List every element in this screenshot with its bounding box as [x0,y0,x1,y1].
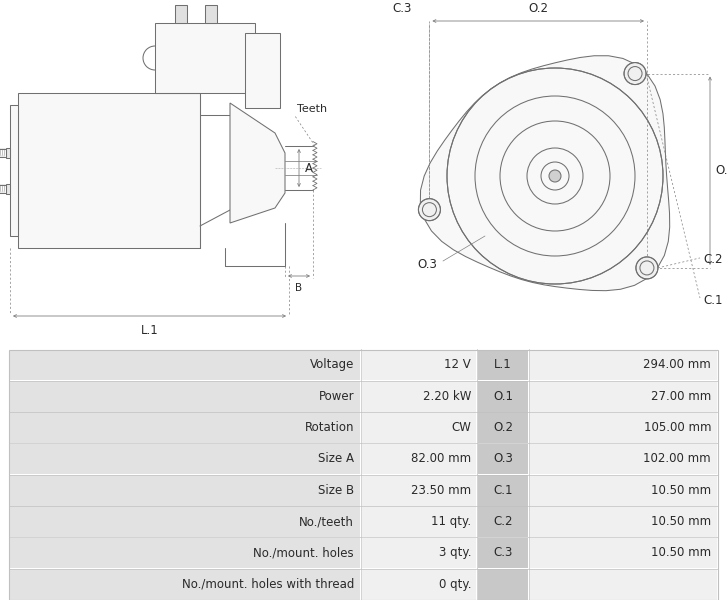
Text: 102.00 mm: 102.00 mm [643,452,711,466]
Polygon shape [245,33,280,108]
Bar [478,569,528,599]
Text: Power: Power [318,390,354,403]
Bar [363,506,476,537]
Bar [478,381,528,412]
Bar [363,381,476,412]
Bar [530,443,717,474]
Polygon shape [230,103,285,223]
Text: A: A [305,161,313,175]
Text: L.1: L.1 [140,324,158,337]
Polygon shape [6,184,10,193]
Text: No./mount. holes: No./mount. holes [254,547,354,559]
Text: 10.50 mm: 10.50 mm [651,515,711,528]
Circle shape [419,199,441,221]
Text: Voltage: Voltage [310,358,354,371]
Bar [530,538,717,568]
Polygon shape [18,93,200,248]
Text: C.1: C.1 [493,484,513,497]
Bar [530,475,717,506]
Bar [10,475,361,506]
Text: C.2: C.2 [703,253,723,266]
Text: 294.00 mm: 294.00 mm [643,358,711,371]
Bar [10,506,361,537]
Circle shape [624,62,646,85]
Text: O.1: O.1 [715,164,727,177]
Bar [478,350,528,380]
Text: C.3: C.3 [493,547,513,559]
Bar [10,538,361,568]
Text: O.3: O.3 [417,257,437,271]
Bar [530,350,717,380]
Circle shape [549,170,561,182]
Bar [363,569,476,599]
Bar [478,475,528,506]
Text: No./teeth: No./teeth [300,515,354,528]
Text: L.1: L.1 [494,358,512,371]
Text: 23.50 mm: 23.50 mm [411,484,471,497]
Circle shape [636,257,658,279]
Bar [363,538,476,568]
Bar [530,506,717,537]
Text: 105.00 mm: 105.00 mm [643,421,711,434]
Polygon shape [420,56,670,290]
Polygon shape [175,5,187,23]
Polygon shape [10,105,18,236]
Text: O.1: O.1 [493,390,513,403]
Text: 11 qty.: 11 qty. [431,515,471,528]
Polygon shape [155,23,255,93]
Text: C.3: C.3 [392,2,411,15]
Bar [530,381,717,412]
Text: 0 qty.: 0 qty. [438,578,471,591]
Bar [478,443,528,474]
Text: O.2: O.2 [493,421,513,434]
Bar [478,506,528,537]
Text: C.2: C.2 [493,515,513,528]
Circle shape [447,68,663,284]
Bar [10,412,361,443]
Bar [10,443,361,474]
Text: B: B [295,283,302,293]
Polygon shape [6,148,10,157]
Text: 3 qty.: 3 qty. [438,547,471,559]
Bar [478,538,528,568]
Text: Size B: Size B [318,484,354,497]
Text: Size A: Size A [318,452,354,466]
Bar [10,569,361,599]
Bar [363,443,476,474]
Text: Rotation: Rotation [305,421,354,434]
Text: 2.20 kW: 2.20 kW [423,390,471,403]
Text: Teeth: Teeth [297,104,327,114]
Text: O.2: O.2 [529,2,548,15]
Text: 10.50 mm: 10.50 mm [651,547,711,559]
Text: 82.00 mm: 82.00 mm [411,452,471,466]
Bar [10,381,361,412]
Polygon shape [205,5,217,23]
Text: 10.50 mm: 10.50 mm [651,484,711,497]
Bar [530,569,717,599]
Bar [363,350,476,380]
Text: 12 V: 12 V [444,358,471,371]
Bar [478,412,528,443]
Text: O.3: O.3 [493,452,513,466]
Bar [363,412,476,443]
Text: No./mount. holes with thread: No./mount. holes with thread [182,578,354,591]
Bar [363,475,476,506]
Text: C.1: C.1 [703,295,723,307]
Text: CW: CW [451,421,471,434]
Bar [530,412,717,443]
Bar [10,350,361,380]
Text: 27.00 mm: 27.00 mm [651,390,711,403]
